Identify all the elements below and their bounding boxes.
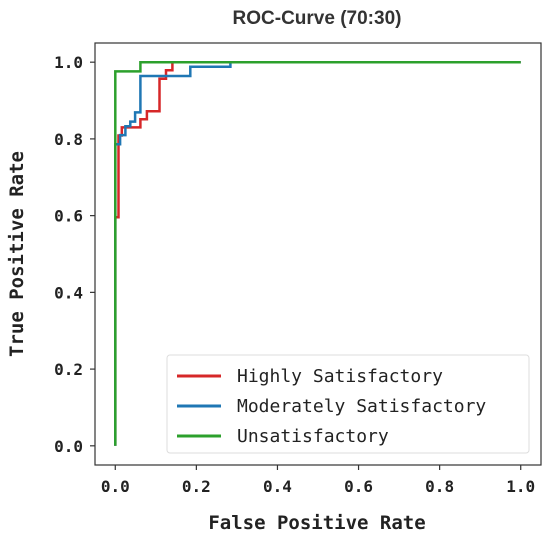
x-tick-label: 1.0 (506, 477, 535, 496)
y-tick-label: 0.2 (54, 360, 83, 379)
plot-frame (94, 42, 542, 466)
legend-box (166, 354, 530, 454)
y-tick-label: 0.4 (54, 283, 83, 302)
y-tick-label: 0.0 (54, 437, 83, 456)
series-line-unsatisfactory (114, 60, 521, 446)
legend-label-highly-satisfactory: Highly Satisfactory (237, 366, 443, 387)
y-axis-label: True Positive Rate (6, 151, 28, 357)
legend-label-unsatisfactory: Unsatisfactory (237, 426, 389, 447)
chart-title: ROC-Curve (70:30) (233, 8, 402, 29)
y-tick-label: 0.6 (54, 207, 83, 226)
series-lines (114, 60, 521, 446)
axis-ticks: 0.0 0.2 0.4 0.6 0.8 1.0 0.0 0.2 0.4 0.6 0.8 1.0 (54, 53, 535, 496)
x-tick-label: 0.8 (425, 477, 454, 496)
y-tick-label: 1.0 (54, 53, 83, 72)
series-line-highly-satisfactory (114, 60, 521, 446)
x-axis-label: False Positive Rate (208, 512, 425, 534)
x-tick-label: 0.6 (344, 477, 373, 496)
series-line-moderately-satisfactory (114, 60, 521, 446)
y-tick-label: 0.8 (54, 130, 83, 149)
x-tick-label: 0.2 (182, 477, 211, 496)
x-tick-label: 0.4 (263, 477, 292, 496)
x-tick-label: 0.0 (101, 477, 130, 496)
legend: Highly Satisfactory Moderately Satisfacto… (166, 354, 530, 454)
legend-label-moderately-satisfactory: Moderately Satisfactory (237, 396, 486, 417)
